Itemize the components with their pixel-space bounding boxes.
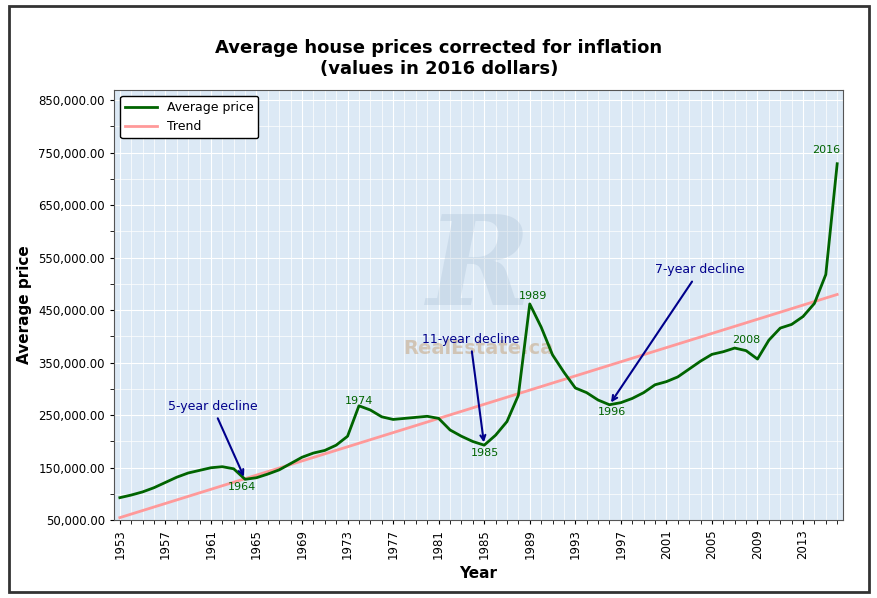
Text: 1996: 1996 [597, 407, 625, 417]
Text: 7-year decline: 7-year decline [611, 264, 744, 401]
Text: 11-year decline: 11-year decline [421, 332, 518, 440]
Text: 2016: 2016 [811, 145, 839, 155]
Text: 5-year decline: 5-year decline [168, 400, 257, 475]
Text: 1974: 1974 [345, 396, 374, 405]
X-axis label: Year: Year [459, 566, 497, 581]
Text: R: R [426, 210, 530, 331]
Y-axis label: Average price: Average price [17, 246, 32, 364]
Text: 1985: 1985 [470, 448, 498, 458]
Text: RealEstate.ca: RealEstate.ca [403, 338, 553, 358]
Text: Average house prices corrected for inflation
(values in 2016 dollars): Average house prices corrected for infla… [215, 39, 662, 78]
Legend: Average price, Trend: Average price, Trend [120, 96, 258, 138]
Text: 1964: 1964 [228, 483, 256, 492]
Text: 1989: 1989 [517, 291, 546, 301]
Text: 2008: 2008 [731, 335, 759, 345]
